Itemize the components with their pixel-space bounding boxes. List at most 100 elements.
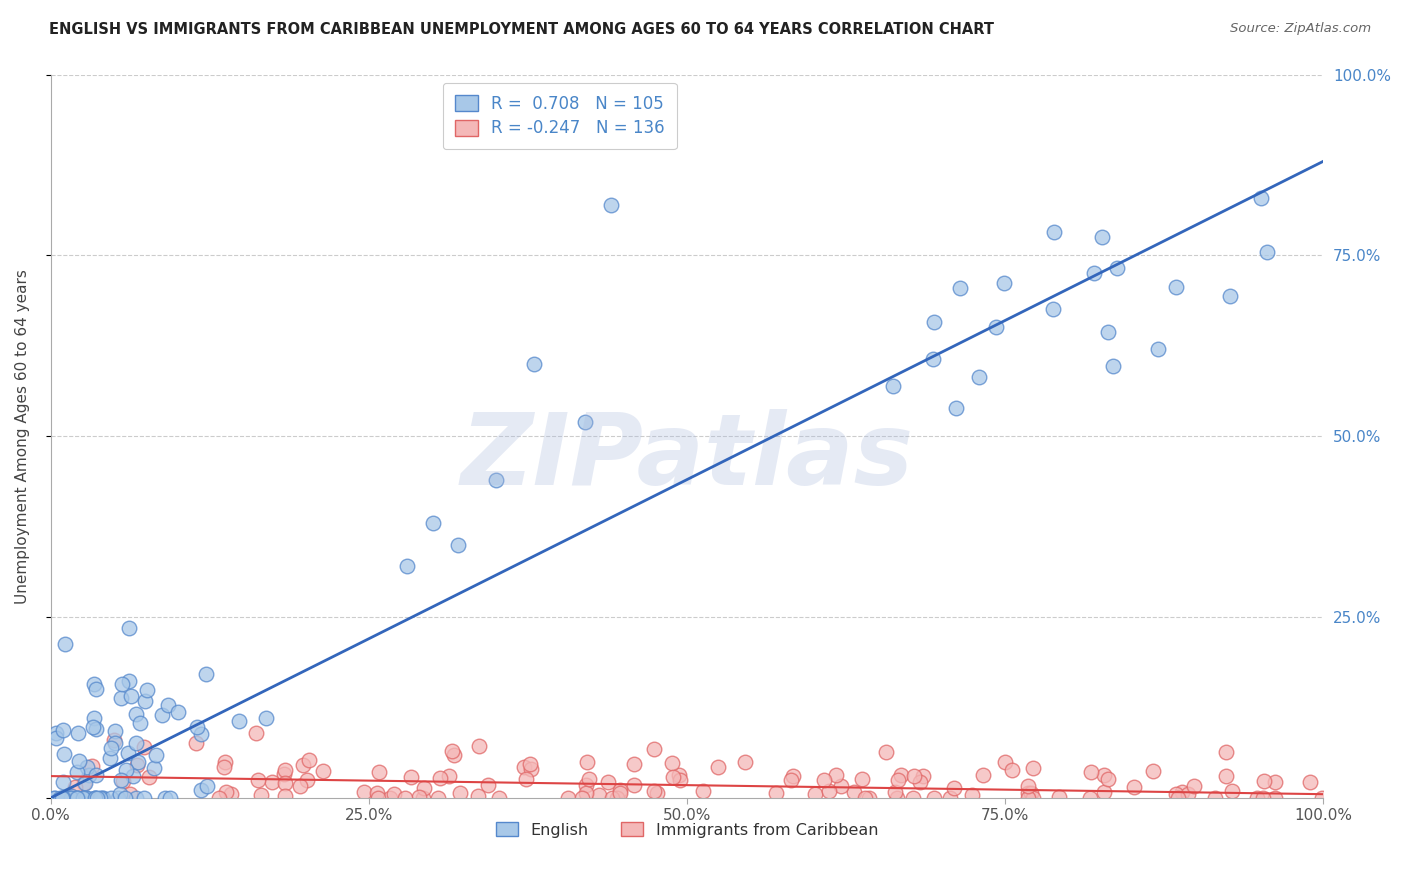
Point [477, 778, 499, 792]
Point [84, 790, 107, 805]
Point [79, 768, 101, 782]
Point [908, 775, 931, 789]
Point [157, 698, 180, 712]
Point [51, 790, 73, 805]
Point [1092, 767, 1115, 781]
Point [214, 755, 236, 769]
Point [84, 790, 107, 805]
Point [901, 790, 924, 805]
Point [190, 727, 212, 741]
Point [212, 759, 235, 773]
Point [960, 789, 983, 803]
Point [125, 707, 148, 722]
Point [72, 790, 94, 805]
Point [353, 785, 375, 799]
Point [274, 776, 297, 790]
Point [1042, 302, 1064, 317]
Point [66, 790, 89, 805]
Point [84, 681, 107, 696]
Point [588, 788, 610, 802]
Point [60, 790, 83, 805]
Point [250, 788, 273, 802]
Point [412, 790, 434, 805]
Point [912, 769, 935, 783]
Point [75, 776, 97, 790]
Point [245, 726, 267, 740]
Point [93, 790, 115, 805]
Point [82, 720, 104, 734]
Point [1251, 790, 1274, 805]
Point [132, 739, 155, 754]
Point [59, 788, 82, 802]
Point [401, 770, 423, 784]
Point [903, 769, 925, 783]
Point [853, 790, 876, 805]
Point [76, 760, 98, 774]
Point [367, 790, 389, 805]
Point [368, 764, 391, 779]
Point [1246, 790, 1268, 805]
Point [145, 748, 167, 763]
Point [121, 689, 143, 703]
Point [1215, 745, 1237, 759]
Point [408, 789, 430, 804]
Point [803, 787, 825, 801]
Point [1083, 266, 1105, 280]
Point [72, 775, 94, 789]
Point [190, 783, 212, 797]
Point [1105, 261, 1128, 276]
Point [412, 780, 434, 795]
Point [779, 772, 801, 787]
Point [1123, 780, 1146, 794]
Point [1219, 289, 1241, 303]
Point [851, 772, 873, 786]
Point [91, 790, 114, 805]
Point [51, 790, 73, 805]
Point [993, 277, 1015, 291]
Point [1097, 772, 1119, 786]
Point [135, 683, 157, 698]
Y-axis label: Unemployment Among Ages 60 to 64 years: Unemployment Among Ages 60 to 64 years [15, 268, 30, 604]
Point [1204, 790, 1226, 805]
Text: ENGLISH VS IMMIGRANTS FROM CARIBBEAN UNEMPLOYMENT AMONG AGES 60 TO 64 YEARS CORR: ENGLISH VS IMMIGRANTS FROM CARIBBEAN UNE… [49, 22, 994, 37]
Point [66, 790, 89, 805]
Point [972, 768, 994, 782]
Point [1017, 779, 1039, 793]
Point [82, 759, 104, 773]
Point [288, 779, 311, 793]
Point [1310, 790, 1333, 805]
Point [111, 773, 134, 788]
Point [949, 281, 972, 295]
Point [468, 739, 491, 754]
Point [138, 770, 160, 784]
Point [1142, 764, 1164, 779]
Point [890, 768, 912, 782]
Point [186, 720, 208, 734]
Point [1253, 774, 1275, 789]
Point [44, 790, 66, 805]
Point [942, 780, 965, 795]
Point [273, 767, 295, 781]
Point [72, 790, 94, 805]
Point [994, 755, 1017, 769]
Point [100, 790, 122, 805]
Point [254, 711, 277, 725]
Point [260, 774, 283, 789]
Point [1043, 225, 1066, 239]
Point [886, 790, 908, 805]
Point [125, 736, 148, 750]
Point [366, 786, 388, 800]
Point [66, 764, 89, 779]
Point [394, 790, 416, 805]
Point [939, 790, 962, 805]
Point [117, 746, 139, 760]
Point [67, 726, 90, 740]
Point [155, 790, 177, 805]
Point [1080, 764, 1102, 779]
Point [609, 783, 631, 797]
Point [1047, 789, 1070, 804]
Point [60, 789, 83, 804]
Point [100, 751, 122, 765]
Point [118, 621, 141, 635]
Point [67, 754, 90, 768]
